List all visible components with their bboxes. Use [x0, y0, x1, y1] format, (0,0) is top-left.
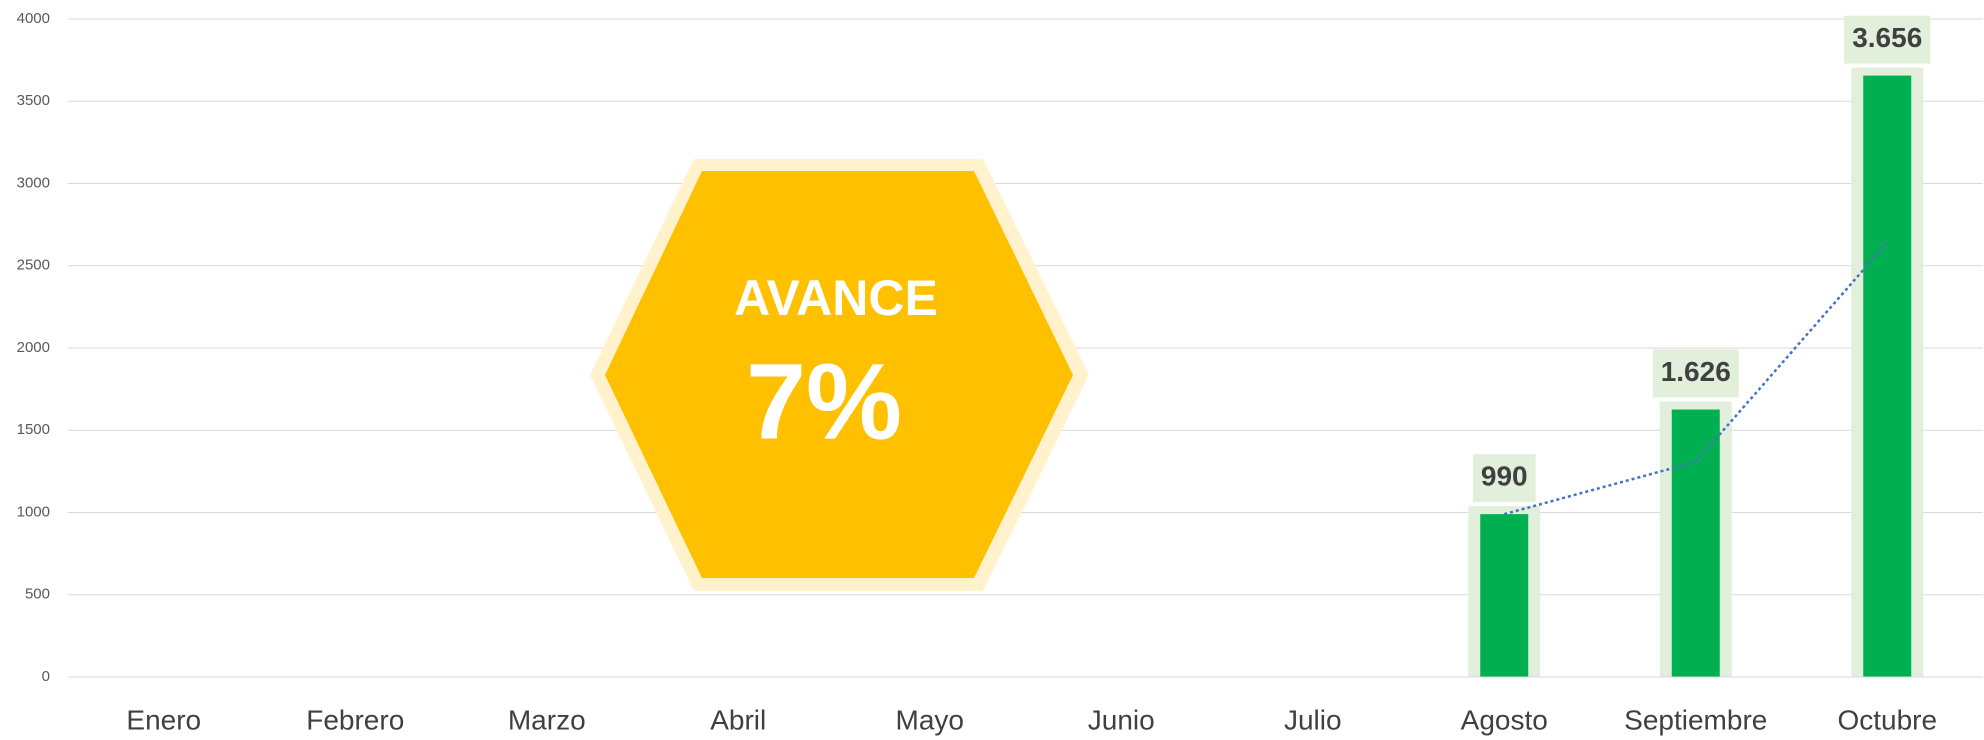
badge-label: 7% [746, 341, 902, 462]
y-tick-label: 500 [25, 586, 50, 603]
data-label: 1.626 [1661, 356, 1731, 387]
x-tick-label: Abril [710, 704, 766, 735]
y-tick-label: 4000 [17, 10, 50, 27]
x-tick-label: Agosto [1461, 704, 1548, 735]
x-tick-label: Octubre [1837, 704, 1937, 735]
data-label-box [1652, 349, 1739, 398]
data-label: 990 [1481, 461, 1528, 492]
data-label-box [1472, 454, 1536, 503]
x-tick-label: Junio [1088, 704, 1155, 735]
y-tick-label: 1000 [17, 503, 50, 520]
y-tick-label: 3500 [17, 92, 50, 109]
x-tick-label: Enero [126, 704, 201, 735]
y-tick-label: 1500 [17, 421, 50, 438]
x-tick-label: Julio [1284, 704, 1342, 735]
trend-line [1503, 241, 1889, 516]
bar [1480, 514, 1529, 677]
bar [1671, 409, 1720, 677]
badge [605, 171, 1073, 578]
x-tick-label: Marzo [508, 704, 586, 735]
x-tick-label: Febrero [306, 704, 404, 735]
y-tick-label: 2500 [17, 257, 50, 274]
y-tick-label: 0 [42, 668, 50, 685]
badge-title: AVANCE [734, 270, 938, 326]
x-tick-label: Mayo [896, 704, 964, 735]
data-label: 3.656 [1852, 22, 1922, 53]
bar [1863, 75, 1912, 677]
data-label-box [1844, 15, 1931, 64]
y-tick-label: 2000 [17, 339, 50, 356]
y-tick-label: 3000 [17, 174, 50, 191]
x-tick-label: Septiembre [1624, 704, 1767, 735]
